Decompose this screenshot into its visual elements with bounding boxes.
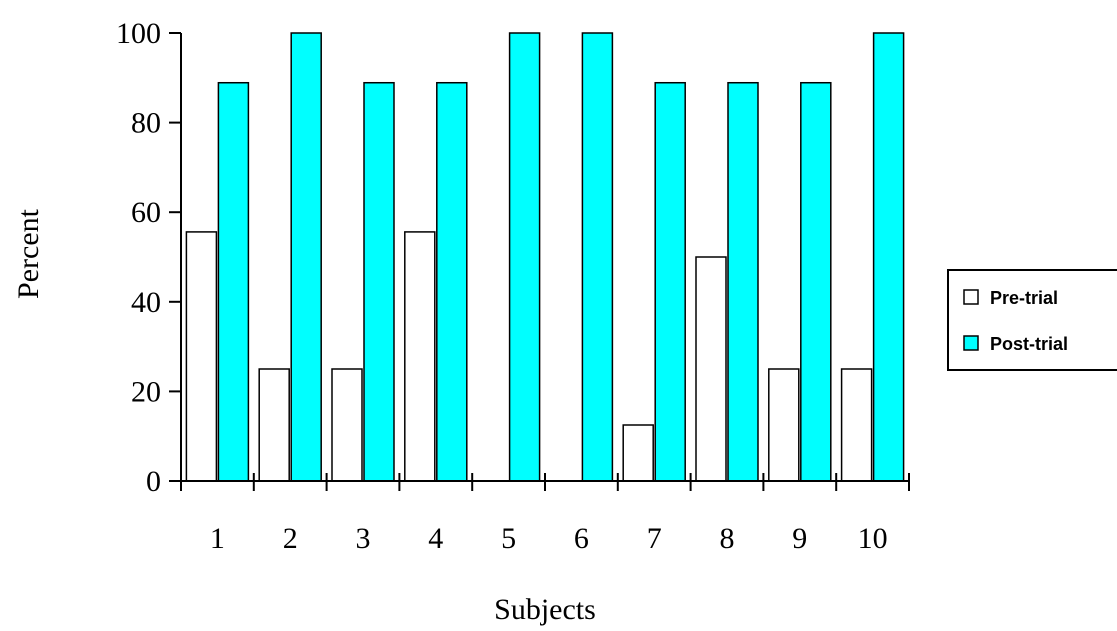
bar-post-trial-subject-3 (363, 81, 395, 482)
x-tick-label: 4 (428, 522, 443, 555)
legend-box (947, 269, 1117, 371)
legend: Pre-trial Post-trial (947, 269, 1117, 371)
bar-pre-trial-subject-1 (185, 231, 218, 482)
x-tick-label: 7 (647, 522, 662, 555)
y-tick-label: 100 (116, 17, 161, 50)
x-tick-label: 3 (356, 522, 371, 555)
x-tick-label: 10 (858, 522, 888, 555)
y-tick-label: 20 (131, 375, 161, 408)
x-tick-label: 8 (720, 522, 735, 555)
bars-layer (185, 32, 905, 482)
legend-swatch-post-trial (963, 335, 979, 351)
axes-layer (180, 33, 909, 482)
x-axis-title: Subjects (494, 593, 596, 626)
x-tick-label: 9 (792, 522, 807, 555)
bar-post-trial-subject-5 (508, 32, 541, 482)
bar-pre-trial-subject-9 (768, 368, 800, 482)
bar-post-trial-subject-7 (654, 81, 686, 482)
legend-label-pre-trial: Pre-trial (990, 288, 1058, 308)
y-tick-label: 0 (146, 465, 161, 498)
y-tick-label: 40 (131, 286, 161, 319)
y-tick-label: 60 (131, 196, 161, 229)
x-tick-label: 1 (210, 522, 225, 555)
x-tick-label: 2 (283, 522, 298, 555)
bar-pre-trial-subject-4 (404, 231, 436, 482)
bar-post-trial-subject-10 (872, 32, 905, 482)
y-ticks: 0 20 40 60 80 100 (116, 17, 181, 498)
bar-pre-trial-subject-2 (258, 368, 290, 482)
x-tick-label: 5 (501, 522, 516, 555)
x-ticks: 1 2 3 4 5 6 7 8 9 10 (180, 473, 910, 555)
bar-pre-trial-subject-10 (840, 368, 873, 482)
bar-post-trial-subject-1 (217, 81, 250, 482)
y-tick-label: 80 (131, 107, 161, 140)
legend-label-post-trial: Post-trial (990, 334, 1068, 354)
bar-post-trial-subject-9 (800, 81, 832, 482)
y-axis-title: Percent (12, 208, 45, 299)
bar-post-trial-subject-4 (436, 81, 468, 482)
bar-post-trial-subject-6 (581, 32, 614, 482)
bar-pre-trial-subject-3 (331, 368, 363, 482)
x-tick-label: 6 (574, 522, 589, 555)
bar-post-trial-subject-8 (727, 81, 759, 482)
bar-pre-trial-subject-8 (695, 256, 727, 482)
bar-pre-trial-subject-7 (622, 424, 654, 482)
legend-swatch-pre-trial (963, 289, 979, 305)
bar-post-trial-subject-2 (290, 32, 322, 482)
